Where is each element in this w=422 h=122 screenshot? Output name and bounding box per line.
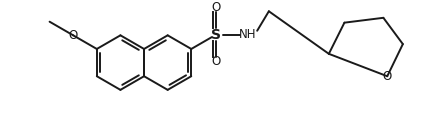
Text: S: S [211,28,221,42]
Text: O: O [383,70,392,83]
Text: O: O [69,29,78,42]
Text: O: O [211,1,221,14]
Text: O: O [211,55,221,68]
Text: NH: NH [239,28,256,41]
